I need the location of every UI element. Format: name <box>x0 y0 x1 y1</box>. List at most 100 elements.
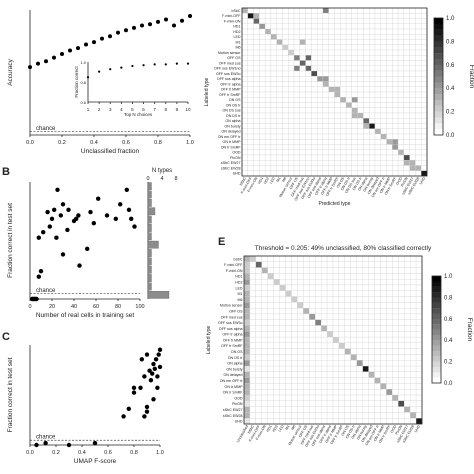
D-cell <box>288 102 295 108</box>
E-cell <box>326 319 334 326</box>
E-cell <box>249 400 257 407</box>
D-cell <box>293 112 300 119</box>
E-cell <box>297 354 304 361</box>
E-cell <box>350 394 357 401</box>
E-cell <box>415 377 423 384</box>
E-cell <box>320 377 328 384</box>
D-cell <box>345 44 352 51</box>
D-cell <box>328 170 335 177</box>
E-cell <box>332 383 340 390</box>
D-cell <box>288 107 295 114</box>
E-cell <box>380 290 387 297</box>
D-cell <box>276 170 283 177</box>
D-cell <box>305 102 312 108</box>
E-cell <box>392 389 399 396</box>
E-cell <box>368 348 375 355</box>
E-cell <box>409 360 417 367</box>
E-cell <box>374 354 381 361</box>
C-point <box>121 414 126 419</box>
D-cell <box>311 102 318 108</box>
D-cell <box>328 28 335 35</box>
D-cell <box>397 34 405 40</box>
D-cell <box>345 81 352 87</box>
D-cell <box>264 39 272 45</box>
A-main-point <box>124 28 128 33</box>
D-cell <box>334 128 341 135</box>
D-cell <box>276 86 283 93</box>
E-cell <box>320 348 328 355</box>
D-cell <box>253 97 260 103</box>
D-cell <box>415 149 422 156</box>
D-cell <box>253 49 260 56</box>
E-cell <box>309 354 316 361</box>
D-cell <box>241 133 248 140</box>
C-point <box>155 374 160 379</box>
E-cell <box>291 418 298 425</box>
E-cell <box>344 313 351 320</box>
D-cell <box>403 160 410 166</box>
E-cell <box>415 331 423 338</box>
D-cell <box>415 60 422 66</box>
D-cell <box>293 86 300 93</box>
D-cell <box>322 81 329 87</box>
D-cell <box>305 86 312 93</box>
D-cell <box>305 144 312 150</box>
D-cell <box>334 76 341 82</box>
D-cell <box>345 91 352 98</box>
D-cell <box>392 28 399 35</box>
E-cell <box>285 331 292 338</box>
D-colorbar-tick: 0.0 <box>446 133 455 139</box>
D-cell <box>264 91 272 98</box>
E-cell <box>332 394 340 401</box>
E-cell <box>326 279 334 286</box>
D-cell <box>351 28 358 35</box>
D-cell <box>403 139 410 145</box>
E-cell <box>303 406 310 413</box>
E-cell <box>404 284 411 291</box>
D-cell <box>380 112 387 119</box>
D-cell <box>397 49 405 56</box>
b-hist-tick: 0 <box>146 176 149 182</box>
D-cell <box>322 7 329 14</box>
D-cell <box>322 91 329 98</box>
D-cell <box>380 76 387 82</box>
D-cell <box>351 86 358 93</box>
D-cell <box>363 49 370 56</box>
E-row-label: ON alpha <box>227 362 242 366</box>
D-cell <box>409 76 416 82</box>
E-cell <box>267 255 274 262</box>
E-col-label: OFF OS <box>298 424 308 438</box>
B-point <box>129 216 134 221</box>
B-point <box>38 268 44 274</box>
E-cell <box>320 313 328 320</box>
E-cell <box>409 412 417 419</box>
E-cell <box>374 313 381 320</box>
E-cell <box>267 296 274 303</box>
E-row-label: UHD <box>235 420 243 424</box>
D-cell <box>334 28 341 35</box>
E-cell <box>374 302 381 309</box>
D-cell <box>357 170 364 177</box>
D-cell <box>305 70 312 77</box>
E-cell <box>320 279 328 286</box>
D-cell <box>270 86 277 93</box>
E-cell <box>255 354 262 361</box>
A-main-point <box>148 22 152 27</box>
E-cell <box>362 354 369 361</box>
E-cell <box>285 418 292 425</box>
B-chance-label: chance <box>36 288 56 294</box>
D-cell <box>264 107 272 114</box>
D-cell <box>259 91 266 98</box>
D-cell <box>363 154 370 161</box>
E-cell <box>267 336 274 344</box>
E-cell <box>350 267 357 274</box>
D-colorbar-frame <box>433 17 444 136</box>
D-cell <box>351 70 358 77</box>
E-cell <box>362 331 369 338</box>
D-cell <box>264 86 272 93</box>
E-cell <box>303 331 310 338</box>
E-cell <box>261 296 268 303</box>
E-cell <box>380 377 387 384</box>
E-cell <box>261 348 268 355</box>
D-cell <box>392 76 399 82</box>
